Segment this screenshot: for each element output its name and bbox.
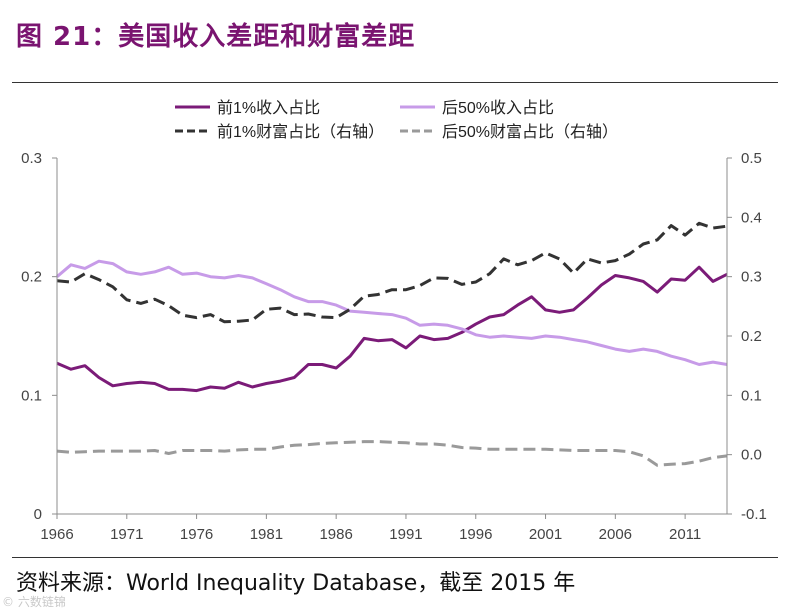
y-right-tick-label: 0.0: [741, 447, 762, 464]
series-line-1: [56, 265, 728, 393]
y-right-tick-label: -0.1: [741, 506, 767, 523]
legend-label-2: 后50%收入占比: [442, 99, 554, 117]
y-left-tick-label: 0.2: [21, 269, 42, 286]
x-tick-label: 1971: [110, 526, 143, 543]
legend-label-3: 前1%财富占比（右轴）: [217, 123, 384, 141]
y-right-tick-label: 0.5: [741, 150, 762, 167]
y-left-tick-label: 0: [34, 506, 42, 523]
y-right-tick-label: 0.3: [741, 269, 762, 286]
x-tick-label: 1966: [40, 526, 73, 543]
x-tick-label: 1976: [180, 526, 213, 543]
legend-label-4: 后50%财富占比（右轴）: [442, 123, 618, 141]
y-left-tick-label: 0.3: [21, 150, 42, 167]
x-tick-label: 2006: [599, 526, 632, 543]
y-right-tick-label: 0.1: [741, 387, 762, 404]
footer-divider: [12, 557, 778, 558]
y-right-tick-label: 0.4: [741, 209, 762, 226]
x-tick-label: 2011: [669, 526, 701, 543]
series-line-2: [56, 259, 728, 366]
x-tick-label: 2001: [529, 526, 562, 543]
y-right-tick-label: 0.2: [741, 328, 762, 345]
x-tick-label: 1981: [250, 526, 283, 543]
x-tick-label: 1991: [389, 526, 422, 543]
source-note: 资料来源：World Inequality Database，截至 2015 年: [16, 571, 576, 596]
watermark: © 六数链锦: [2, 595, 66, 609]
legend-label-1: 前1%收入占比: [217, 99, 320, 117]
chart-title: 图 21：美国收入差距和财富差距: [16, 22, 416, 52]
title-divider: [12, 82, 778, 83]
y-left-tick-label: 0.1: [21, 387, 42, 404]
series-line-4: [56, 440, 728, 467]
x-tick-label: 1986: [319, 526, 352, 543]
series-line-3: [56, 221, 728, 324]
x-tick-label: 1996: [459, 526, 492, 543]
